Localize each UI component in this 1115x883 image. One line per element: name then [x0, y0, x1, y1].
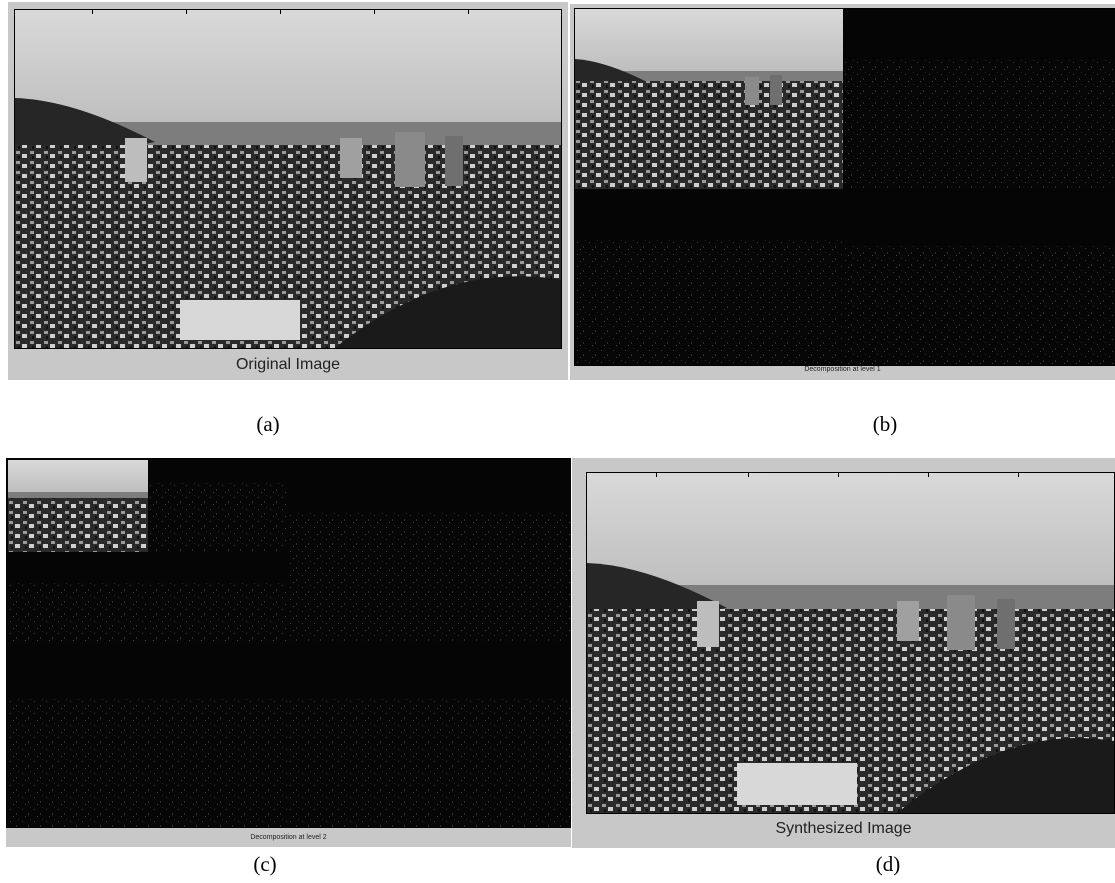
caption-level1: Decomposition at level 1 [804, 366, 881, 373]
caption-synthesized: Synthesized Image [775, 820, 912, 837]
approximation-level2 [8, 460, 148, 552]
panel-original: Original Image [8, 2, 568, 380]
approx-image [575, 9, 843, 189]
level2-horizontal [148, 460, 288, 552]
caption-original: Original Image [235, 356, 341, 373]
approximation-subband [575, 9, 843, 189]
panel-level2: Decomposition at level 2 [6, 458, 571, 847]
axes-synthesized [586, 472, 1115, 814]
level2-diagonal [148, 552, 288, 642]
axes-level2 [6, 458, 571, 828]
level1-diagonal [288, 642, 571, 828]
label-b: (b) [872, 412, 898, 436]
label-a: (a) [256, 412, 280, 436]
level1-horizontal [288, 460, 571, 642]
vertical-detail [575, 189, 843, 365]
synthesized-photo [587, 473, 1114, 813]
panel-synthesized: Synthesized Image [572, 458, 1115, 848]
label-d: (d) [875, 852, 901, 876]
synthesized-cityscape-image [587, 473, 1114, 813]
horizontal-detail [843, 9, 1115, 189]
level2-vertical [8, 552, 148, 642]
original-photo [15, 10, 561, 348]
cityscape-image [15, 10, 561, 348]
level1-vertical [8, 642, 288, 828]
axes-original [14, 9, 562, 349]
diagonal-detail [843, 189, 1115, 365]
axes-level1 [574, 8, 1115, 366]
caption-level2: Decomposition at level 2 [250, 834, 327, 841]
label-c: (c) [253, 852, 277, 876]
panel-level1: Decomposition at level 1 [570, 4, 1115, 380]
approx2-image [8, 460, 148, 552]
